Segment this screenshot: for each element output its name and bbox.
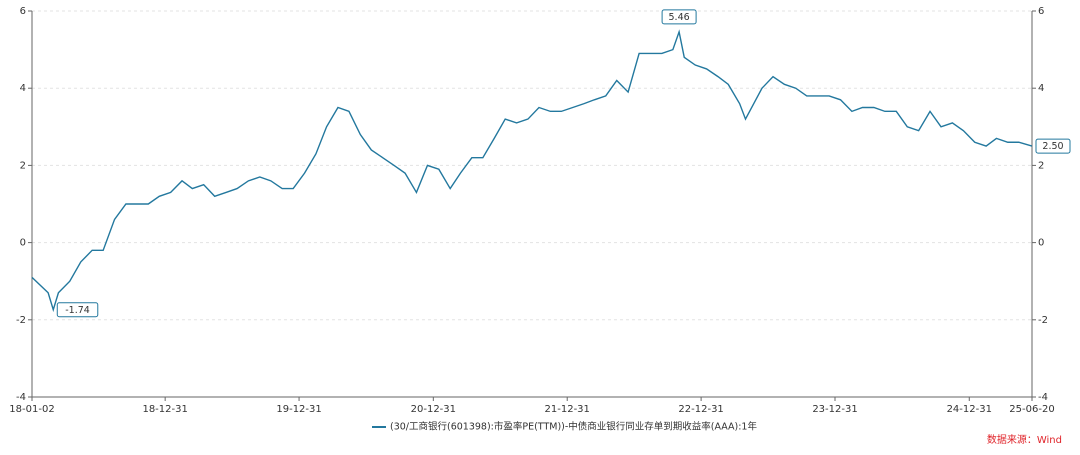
annotation-label: 5.46 <box>669 12 690 23</box>
x-tick-label: 18-12-31 <box>142 404 187 415</box>
annotation-label: 2.50 <box>1042 141 1063 152</box>
x-tick-label: 24-12-31 <box>947 404 992 415</box>
x-tick-label: 18-01-02 <box>9 404 54 415</box>
y-tick-label: 0 <box>20 238 26 249</box>
line-series <box>31 29 1033 313</box>
x-tick-label: 22-12-31 <box>678 404 723 415</box>
x-tick-label: 25-06-20 <box>1009 404 1054 415</box>
annotation-box <box>661 9 697 25</box>
y-tick-label: 4 <box>20 83 26 94</box>
x-tick-label: 20-12-31 <box>411 404 456 415</box>
y-tick-label: -4 <box>16 392 26 403</box>
legend-label: (30/工商银行(601398):市盈率PE(TTM))-中债商业银行同业存单到… <box>390 421 757 433</box>
annotation-box <box>1035 138 1071 154</box>
y2-tick-label: -4 <box>1038 392 1048 403</box>
annotation-box <box>56 302 99 318</box>
y2-tick-label: -2 <box>1038 315 1048 326</box>
x-tick-label: 19-12-31 <box>276 404 321 415</box>
y2-tick-label: 6 <box>1038 6 1044 17</box>
x-tick-label: 23-12-31 <box>812 404 857 415</box>
y2-tick-label: 0 <box>1038 238 1044 249</box>
y-tick-label: 2 <box>20 160 26 171</box>
x-tick-label: 21-12-31 <box>545 404 590 415</box>
y2-tick-label: 4 <box>1038 83 1044 94</box>
source: 数据来源：Wind <box>987 433 1062 446</box>
y2-tick-label: 2 <box>1038 160 1044 171</box>
annotation-label: -1.74 <box>65 305 90 316</box>
y-tick-label: -2 <box>16 315 26 326</box>
y-tick-label: 6 <box>20 6 26 17</box>
